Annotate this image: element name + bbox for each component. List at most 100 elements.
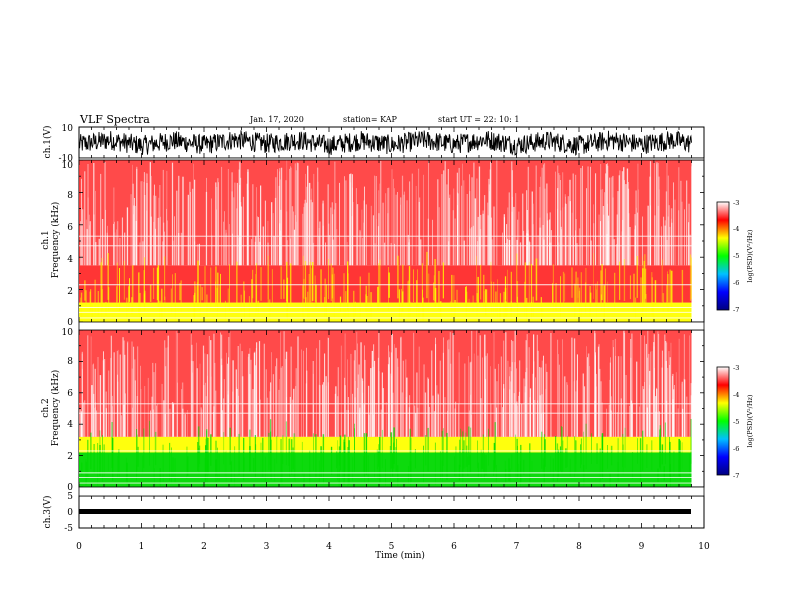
spectrogram-streak xyxy=(93,214,95,266)
spectrogram-burst xyxy=(544,439,546,467)
spectrogram-streak xyxy=(84,400,86,437)
spectrogram-streak xyxy=(105,209,106,266)
spectrogram-streak xyxy=(387,364,389,437)
spectrogram-streak xyxy=(360,342,362,437)
spectrogram-burst xyxy=(589,292,592,307)
spectrogram-streak xyxy=(93,163,95,266)
spectrogram-streak xyxy=(147,377,149,437)
spectrogram-burst xyxy=(409,428,411,472)
spectrogram-burst xyxy=(523,459,525,475)
cb2-tick-m6: -6 xyxy=(733,445,739,453)
spectrogram-streak xyxy=(113,352,115,437)
spectrogram-streak xyxy=(385,402,387,437)
spectrogram-burst xyxy=(600,294,602,312)
spectrogram-burst xyxy=(659,429,660,467)
spectrogram-streak xyxy=(211,198,212,266)
spec2-ytick-2: 2 xyxy=(67,452,73,462)
cb2-tick-m3: -3 xyxy=(733,364,739,372)
spectrogram-burst xyxy=(666,284,668,308)
spectrogram-burst xyxy=(305,297,307,311)
spectrogram-streak xyxy=(418,201,420,266)
spectrogram-burst xyxy=(255,274,257,317)
spectrogram-streak xyxy=(357,204,359,266)
spectrogram-burst xyxy=(301,441,303,476)
spectrogram-burst xyxy=(80,297,82,316)
spectrogram-streak xyxy=(223,221,224,266)
spectrogram-streak xyxy=(220,358,223,437)
spectrogram-burst xyxy=(397,465,399,486)
spectrogram-streak xyxy=(681,383,683,437)
spectrogram-streak xyxy=(658,411,660,437)
spectrogram-streak xyxy=(119,237,121,266)
spectrogram-streak xyxy=(437,179,439,266)
spectrogram-streak xyxy=(482,210,484,266)
spectrogram-burst xyxy=(508,458,510,481)
spectrogram-streak xyxy=(250,359,252,437)
spectrogram-streak xyxy=(609,177,611,266)
spectrogram-streak xyxy=(277,169,278,266)
spectrogram-streak xyxy=(447,169,449,266)
spectrogram-streak xyxy=(308,182,311,266)
spectrogram-burst xyxy=(678,439,680,477)
spectrogram-burst xyxy=(336,454,338,481)
spectrogram-streak xyxy=(601,402,603,437)
spectrogram-streak xyxy=(512,341,514,437)
spectrogram-streak xyxy=(557,208,558,266)
spectrogram-streak xyxy=(333,209,335,266)
spectrogram-streak xyxy=(408,408,410,437)
spectrogram-burst xyxy=(268,432,270,471)
spectrogram-burst xyxy=(580,272,582,320)
spectrogram-streak xyxy=(653,346,655,437)
spectrogram-burst xyxy=(654,280,657,305)
spectrogram-streak xyxy=(518,211,520,266)
spectrogram-burst xyxy=(459,439,461,469)
spectrogram-burst xyxy=(407,281,409,308)
spectrogram-streak xyxy=(363,200,365,266)
spectrogram-streak xyxy=(454,218,456,266)
spectrogram-streak xyxy=(435,344,437,437)
spectrogram-streak xyxy=(290,166,291,266)
spectrogram-burst xyxy=(440,460,442,479)
spectrogram-burst xyxy=(605,268,606,304)
spectrogram-streak xyxy=(295,170,297,266)
spectrogram-streak xyxy=(587,357,588,437)
spectrogram-streak xyxy=(345,180,347,266)
spec1-ytick-4: 4 xyxy=(67,255,73,265)
spectrogram-streak xyxy=(163,222,165,266)
spectrogram-burst xyxy=(179,282,181,301)
spectrogram-streak xyxy=(121,217,123,266)
spectrogram-streak xyxy=(617,191,619,266)
spectrogram-streak xyxy=(85,219,87,266)
spectrogram-streak xyxy=(587,166,589,266)
spectrogram-streak xyxy=(664,341,667,437)
spectrogram-streak xyxy=(600,381,602,437)
spectrogram-burst xyxy=(555,436,557,471)
spectrogram-streak xyxy=(546,213,548,266)
spectrogram-burst xyxy=(477,276,479,305)
spectrogram-streak xyxy=(471,330,473,437)
spectrogram-burst xyxy=(342,452,344,480)
spectrogram-streak xyxy=(667,367,669,437)
spectrogram-streak xyxy=(328,235,331,266)
spec1-ytick-10: 10 xyxy=(62,161,74,171)
spectrogram-streak xyxy=(174,216,175,266)
spectrogram-streak xyxy=(113,223,114,266)
spectrogram-band-1 xyxy=(79,436,692,453)
spectrogram-streak xyxy=(667,216,669,266)
spectrogram-streak xyxy=(363,222,364,266)
spectrogram-streak xyxy=(473,162,475,266)
spectrogram-streak xyxy=(546,371,548,437)
spectrogram-burst xyxy=(636,256,638,298)
spectrogram-burst xyxy=(156,267,159,301)
spectrogram-streak xyxy=(375,403,377,437)
spectrogram-burst xyxy=(314,275,316,302)
spectrogram-streak xyxy=(211,235,213,266)
spectrogram-burst xyxy=(552,283,553,304)
spectrogram-streak xyxy=(411,173,413,266)
spectrogram-streak xyxy=(196,368,198,437)
spectrogram-streak xyxy=(136,168,138,266)
spectrogram-burst xyxy=(402,264,404,306)
spectrogram-streak xyxy=(167,220,168,266)
xtick-4: 4 xyxy=(326,542,332,552)
spectrogram-burst xyxy=(488,428,489,466)
